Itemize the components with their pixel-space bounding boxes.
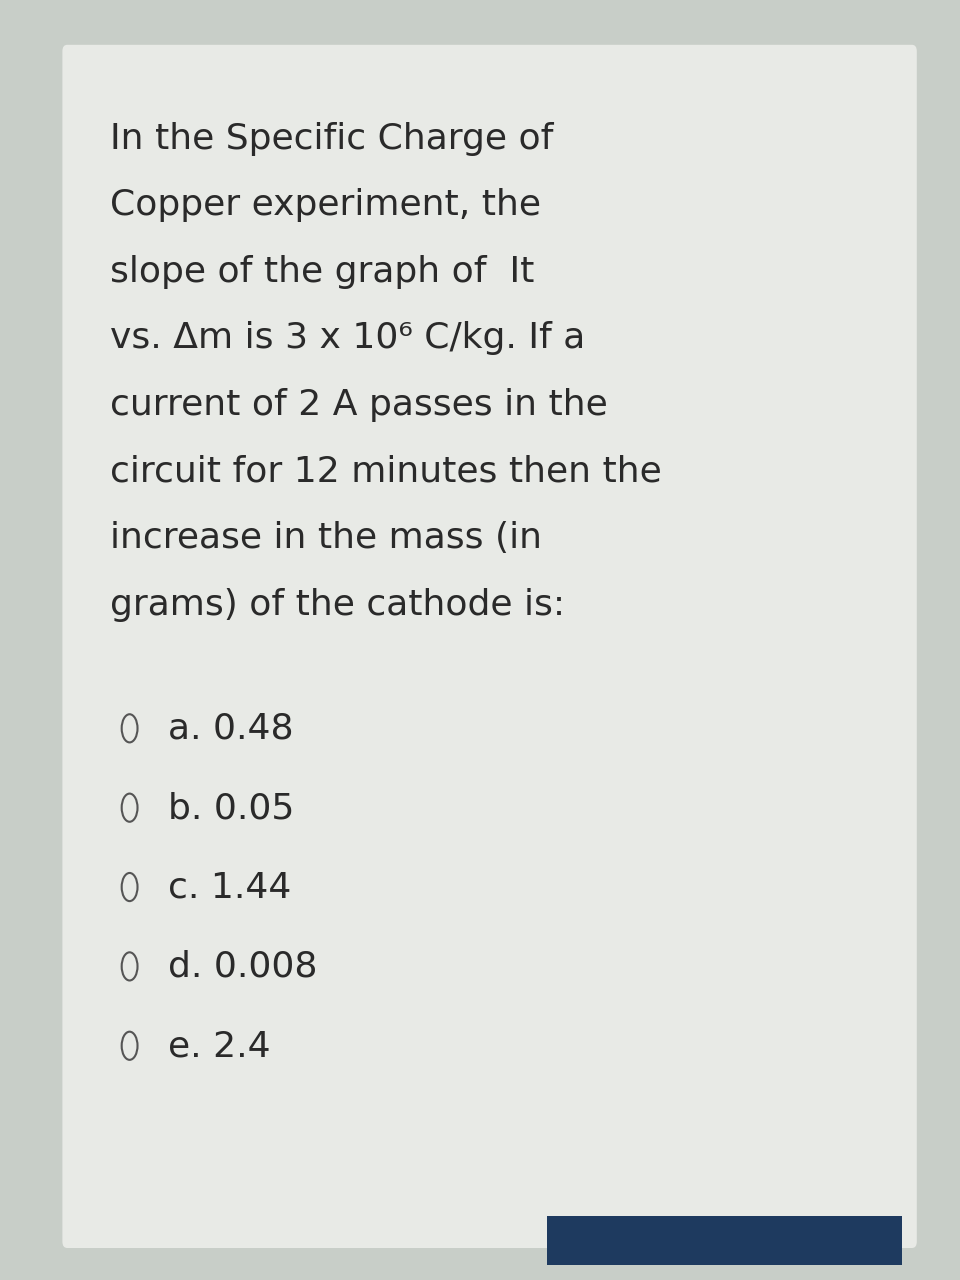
Text: grams) of the cathode is:: grams) of the cathode is:	[110, 588, 565, 622]
Text: a. 0.48: a. 0.48	[168, 712, 294, 746]
Text: In the Specific Charge of: In the Specific Charge of	[110, 122, 554, 156]
FancyBboxPatch shape	[62, 45, 917, 1248]
Text: e. 2.4: e. 2.4	[168, 1029, 271, 1064]
Text: b. 0.05: b. 0.05	[168, 791, 295, 826]
Text: circuit for 12 minutes then the: circuit for 12 minutes then the	[110, 454, 662, 489]
Text: slope of the graph of  It: slope of the graph of It	[110, 255, 535, 289]
Text: increase in the mass (in: increase in the mass (in	[110, 521, 542, 556]
FancyBboxPatch shape	[547, 1216, 902, 1265]
Text: current of 2 A passes in the: current of 2 A passes in the	[110, 388, 608, 422]
Text: vs. Δm is 3 x 10⁶ C/kg. If a: vs. Δm is 3 x 10⁶ C/kg. If a	[110, 321, 586, 356]
Text: c. 1.44: c. 1.44	[168, 870, 292, 905]
Text: d. 0.008: d. 0.008	[168, 950, 318, 984]
Text: Copper experiment, the: Copper experiment, the	[110, 188, 541, 223]
